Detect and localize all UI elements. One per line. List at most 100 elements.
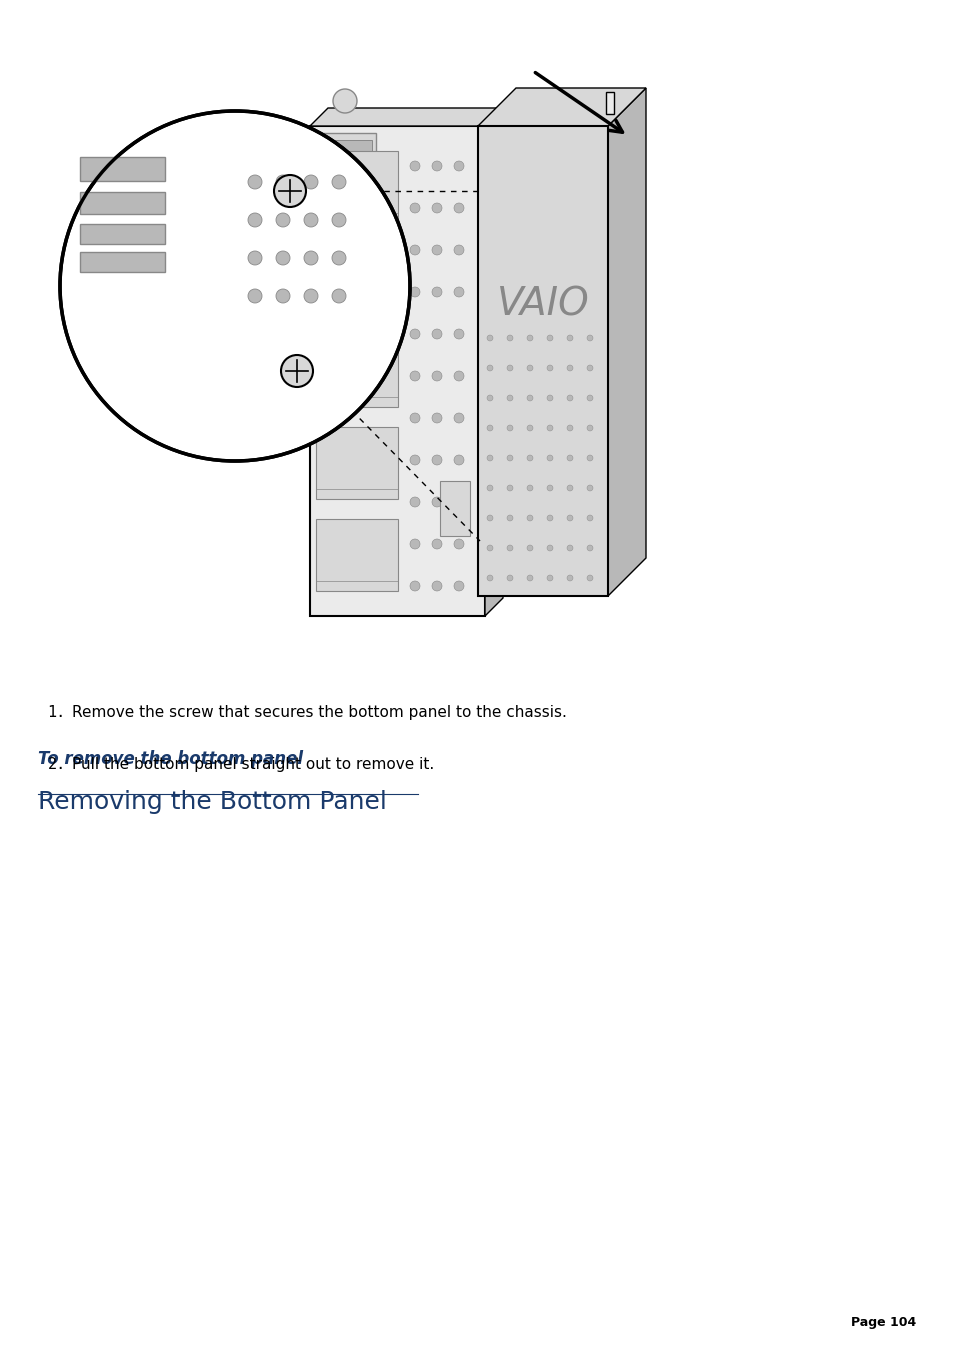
Circle shape xyxy=(546,365,553,372)
Circle shape xyxy=(506,426,513,431)
Circle shape xyxy=(410,286,419,297)
Circle shape xyxy=(432,497,441,507)
Circle shape xyxy=(586,544,593,551)
Circle shape xyxy=(454,161,463,172)
Text: 2.: 2. xyxy=(48,757,66,771)
Circle shape xyxy=(526,426,533,431)
Circle shape xyxy=(526,544,533,551)
Circle shape xyxy=(454,413,463,423)
Bar xyxy=(80,224,165,245)
Circle shape xyxy=(248,176,262,189)
Circle shape xyxy=(526,455,533,461)
Bar xyxy=(322,199,372,211)
Bar xyxy=(605,92,614,113)
Circle shape xyxy=(566,365,573,372)
Circle shape xyxy=(304,289,317,303)
Polygon shape xyxy=(484,108,502,616)
Circle shape xyxy=(432,286,441,297)
Circle shape xyxy=(410,203,419,213)
Bar xyxy=(80,192,165,213)
Circle shape xyxy=(486,576,493,581)
Circle shape xyxy=(486,335,493,340)
Bar xyxy=(322,162,372,176)
Circle shape xyxy=(506,576,513,581)
Circle shape xyxy=(586,515,593,521)
Circle shape xyxy=(586,335,593,340)
Circle shape xyxy=(410,161,419,172)
Bar xyxy=(315,519,397,590)
Circle shape xyxy=(248,289,262,303)
Circle shape xyxy=(566,335,573,340)
Circle shape xyxy=(526,576,533,581)
Circle shape xyxy=(546,515,553,521)
Bar xyxy=(310,126,484,616)
Circle shape xyxy=(454,497,463,507)
Circle shape xyxy=(586,365,593,372)
Bar xyxy=(317,132,375,240)
Circle shape xyxy=(332,213,346,227)
Circle shape xyxy=(506,455,513,461)
Bar xyxy=(80,253,165,272)
Circle shape xyxy=(432,455,441,465)
Circle shape xyxy=(454,203,463,213)
Circle shape xyxy=(586,394,593,401)
Text: Page 104: Page 104 xyxy=(850,1316,915,1329)
Circle shape xyxy=(506,335,513,340)
Circle shape xyxy=(274,176,306,207)
Circle shape xyxy=(486,515,493,521)
Circle shape xyxy=(546,455,553,461)
Circle shape xyxy=(332,176,346,189)
Text: 1.: 1. xyxy=(48,705,66,720)
Circle shape xyxy=(566,455,573,461)
Circle shape xyxy=(546,426,553,431)
Circle shape xyxy=(546,485,553,490)
Text: Removing the Bottom Panel: Removing the Bottom Panel xyxy=(38,790,387,815)
Circle shape xyxy=(432,581,441,590)
Circle shape xyxy=(526,335,533,340)
Circle shape xyxy=(410,581,419,590)
Circle shape xyxy=(586,485,593,490)
Circle shape xyxy=(432,161,441,172)
Circle shape xyxy=(566,485,573,490)
Circle shape xyxy=(546,394,553,401)
Circle shape xyxy=(546,544,553,551)
Circle shape xyxy=(275,251,290,265)
Circle shape xyxy=(60,111,410,461)
Circle shape xyxy=(506,544,513,551)
Circle shape xyxy=(526,515,533,521)
Bar xyxy=(322,181,372,193)
Circle shape xyxy=(248,213,262,227)
Circle shape xyxy=(506,485,513,490)
Circle shape xyxy=(432,245,441,255)
Circle shape xyxy=(586,455,593,461)
Bar xyxy=(80,157,165,181)
Circle shape xyxy=(410,330,419,339)
Circle shape xyxy=(526,485,533,490)
Circle shape xyxy=(454,455,463,465)
Circle shape xyxy=(304,213,317,227)
Circle shape xyxy=(454,330,463,339)
Circle shape xyxy=(486,544,493,551)
Circle shape xyxy=(454,581,463,590)
Circle shape xyxy=(332,251,346,265)
Bar xyxy=(477,126,607,596)
Circle shape xyxy=(566,576,573,581)
Bar xyxy=(315,427,397,499)
Text: VAIO: VAIO xyxy=(497,285,589,324)
Circle shape xyxy=(275,176,290,189)
Circle shape xyxy=(432,330,441,339)
Bar xyxy=(315,151,397,223)
Text: To remove the bottom panel: To remove the bottom panel xyxy=(38,750,303,767)
Circle shape xyxy=(410,455,419,465)
Circle shape xyxy=(586,576,593,581)
Circle shape xyxy=(454,286,463,297)
Circle shape xyxy=(410,539,419,549)
Circle shape xyxy=(281,355,313,386)
Circle shape xyxy=(486,485,493,490)
Circle shape xyxy=(410,413,419,423)
Circle shape xyxy=(432,203,441,213)
Circle shape xyxy=(486,426,493,431)
Circle shape xyxy=(275,213,290,227)
Circle shape xyxy=(526,365,533,372)
Circle shape xyxy=(486,455,493,461)
